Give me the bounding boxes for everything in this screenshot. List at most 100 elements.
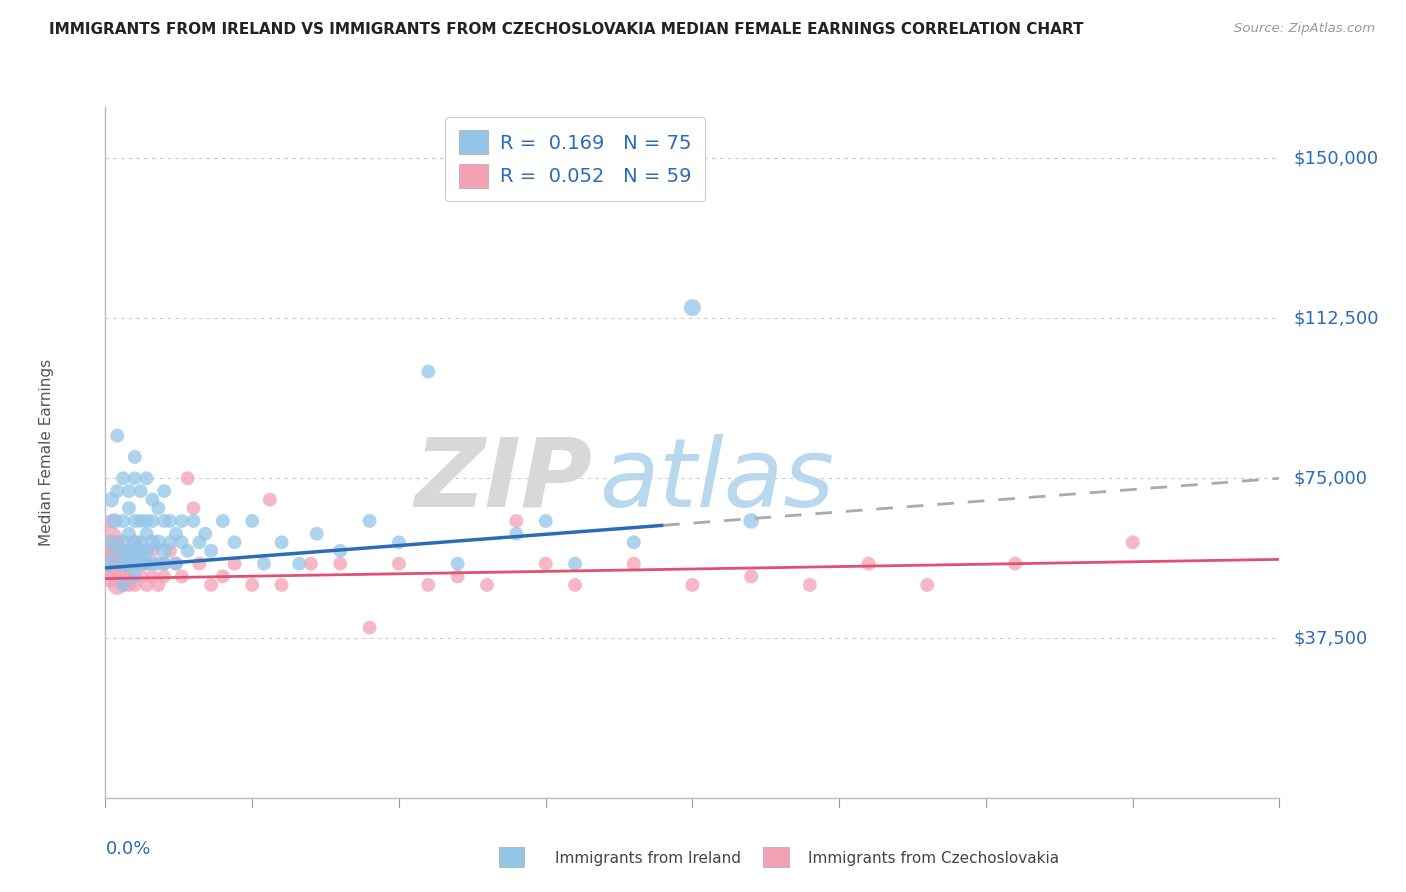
Point	[159, 535, 181, 549]
Point	[105, 484, 128, 499]
Point	[200, 578, 222, 592]
Point	[112, 578, 135, 592]
Point	[96, 535, 118, 549]
Point	[135, 544, 157, 558]
Text: atlas: atlas	[599, 434, 834, 527]
Point	[135, 526, 157, 541]
Point	[135, 557, 157, 571]
Point	[135, 471, 157, 485]
Point	[388, 557, 411, 571]
Point	[534, 557, 557, 571]
Point	[100, 514, 122, 528]
Point	[153, 557, 176, 571]
Text: Immigrants from Czechoslovakia: Immigrants from Czechoslovakia	[808, 851, 1060, 865]
Point	[129, 514, 152, 528]
Point	[170, 535, 193, 549]
Point	[103, 514, 125, 528]
Point	[118, 526, 141, 541]
Point	[118, 484, 141, 499]
Point	[141, 557, 163, 571]
Point	[253, 557, 276, 571]
Point	[129, 544, 152, 558]
Point	[159, 514, 181, 528]
Point	[359, 621, 381, 635]
Point	[270, 578, 292, 592]
Point	[288, 557, 311, 571]
Point	[170, 514, 193, 528]
Point	[240, 514, 263, 528]
Point	[359, 514, 381, 528]
Text: 0.0%: 0.0%	[105, 840, 150, 858]
Point	[305, 526, 328, 541]
Point	[100, 535, 122, 549]
Point	[129, 557, 152, 571]
Point	[124, 544, 146, 558]
Point	[118, 569, 141, 583]
Point	[917, 578, 939, 592]
Point	[165, 526, 187, 541]
Text: Source: ZipAtlas.com: Source: ZipAtlas.com	[1234, 22, 1375, 36]
Point	[475, 578, 498, 592]
Point	[118, 501, 141, 516]
Point	[100, 492, 122, 507]
Point	[740, 514, 762, 528]
Point	[153, 569, 176, 583]
Point	[153, 514, 176, 528]
Point	[118, 557, 141, 571]
Point	[118, 578, 141, 592]
Point	[135, 578, 157, 592]
Point	[329, 557, 352, 571]
Point	[740, 569, 762, 583]
Text: $75,000: $75,000	[1294, 469, 1368, 487]
Point	[858, 557, 880, 571]
Point	[100, 569, 122, 583]
Point	[118, 544, 141, 558]
Point	[170, 569, 193, 583]
Point	[129, 484, 152, 499]
Point	[153, 557, 176, 571]
Point	[129, 557, 152, 571]
Point	[124, 569, 146, 583]
Point	[148, 535, 170, 549]
Text: $37,500: $37,500	[1294, 630, 1368, 648]
Point	[112, 535, 135, 549]
Point	[505, 514, 527, 528]
Point	[159, 544, 181, 558]
Point	[418, 578, 440, 592]
Point	[112, 578, 135, 592]
Text: Median Female Earnings: Median Female Earnings	[39, 359, 55, 546]
Point	[270, 535, 292, 549]
Point	[176, 544, 198, 558]
Point	[388, 535, 411, 549]
Point	[135, 514, 157, 528]
Point	[97, 557, 120, 571]
Point	[623, 557, 645, 571]
Point	[141, 544, 163, 558]
Point	[148, 578, 170, 592]
Point	[112, 471, 135, 485]
Point	[188, 535, 211, 549]
Point	[141, 569, 163, 583]
Point	[105, 544, 128, 558]
Text: IMMIGRANTS FROM IRELAND VS IMMIGRANTS FROM CZECHOSLOVAKIA MEDIAN FEMALE EARNINGS: IMMIGRANTS FROM IRELAND VS IMMIGRANTS FR…	[49, 22, 1084, 37]
Point	[564, 578, 586, 592]
Point	[211, 569, 233, 583]
Point	[183, 501, 205, 516]
Point	[124, 578, 146, 592]
Point	[1004, 557, 1026, 571]
Point	[534, 514, 557, 528]
Point	[124, 557, 146, 571]
Point	[141, 492, 163, 507]
Point	[129, 535, 152, 549]
Point	[124, 535, 146, 549]
Point	[129, 544, 152, 558]
Point	[124, 450, 146, 464]
Point	[124, 471, 146, 485]
Point	[176, 471, 198, 485]
Point	[505, 526, 527, 541]
Point	[105, 535, 128, 549]
Point	[124, 557, 146, 571]
Point	[112, 544, 135, 558]
Point	[329, 544, 352, 558]
Text: $150,000: $150,000	[1294, 149, 1379, 167]
